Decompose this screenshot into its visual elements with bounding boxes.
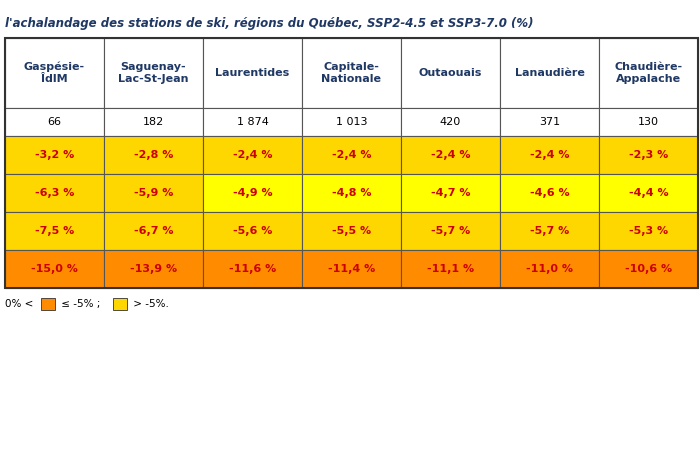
Text: 0% <: 0% < [5, 299, 36, 309]
Bar [500, 250, 599, 288]
Text: 66: 66 [48, 117, 62, 127]
Bar [5, 38, 698, 288]
Bar [500, 136, 599, 174]
Text: -2,4 %: -2,4 % [332, 150, 371, 160]
Bar [599, 38, 698, 108]
Bar [302, 174, 401, 212]
Text: 420: 420 [440, 117, 461, 127]
Bar [599, 136, 698, 174]
Bar [104, 174, 203, 212]
Text: ≤ -5% ;: ≤ -5% ; [58, 299, 100, 309]
Text: -4,4 %: -4,4 % [629, 188, 668, 198]
Bar [599, 174, 698, 212]
Bar [302, 38, 401, 108]
Bar [5, 108, 104, 136]
Text: -15,0 %: -15,0 % [31, 264, 78, 274]
Text: -4,6 %: -4,6 % [530, 188, 569, 198]
Bar [5, 212, 104, 250]
Bar [599, 250, 698, 288]
Bar [401, 38, 500, 108]
Text: Lanaudière: Lanaudière [514, 68, 584, 78]
Bar [203, 38, 302, 108]
Text: -5,5 %: -5,5 % [332, 226, 371, 236]
Bar [599, 212, 698, 250]
Text: Gaspésie-
ÎdlM: Gaspésie- ÎdlM [24, 62, 85, 84]
Bar [599, 108, 698, 136]
Bar [104, 136, 203, 174]
Text: Chaudière-
Appalache: Chaudière- Appalache [615, 62, 682, 84]
Text: -4,9 %: -4,9 % [232, 188, 272, 198]
Bar [500, 174, 599, 212]
Text: Laurentides: Laurentides [216, 68, 290, 78]
Bar [113, 298, 127, 310]
Bar [104, 212, 203, 250]
Text: -4,8 %: -4,8 % [332, 188, 371, 198]
Bar [5, 174, 104, 212]
Bar [401, 136, 500, 174]
Bar [203, 136, 302, 174]
Bar [500, 108, 599, 136]
Text: -2,4 %: -2,4 % [530, 150, 569, 160]
Bar [401, 250, 500, 288]
Text: -5,7 %: -5,7 % [530, 226, 569, 236]
Text: 1 874: 1 874 [237, 117, 268, 127]
Text: Saguenay-
Lac-St-Jean: Saguenay- Lac-St-Jean [118, 62, 189, 84]
Text: -5,7 %: -5,7 % [431, 226, 470, 236]
Text: -5,3 %: -5,3 % [629, 226, 668, 236]
Text: -11,0 %: -11,0 % [526, 264, 573, 274]
Bar [203, 250, 302, 288]
Bar [104, 38, 203, 108]
Bar [302, 212, 401, 250]
Text: -11,6 %: -11,6 % [229, 264, 276, 274]
Bar [401, 174, 500, 212]
Bar [401, 212, 500, 250]
Text: -11,1 %: -11,1 % [427, 264, 474, 274]
Bar [401, 108, 500, 136]
Bar [41, 298, 55, 310]
Text: 1 013: 1 013 [336, 117, 368, 127]
Bar [302, 250, 401, 288]
Text: -11,4 %: -11,4 % [328, 264, 375, 274]
Text: > -5%.: > -5%. [130, 299, 169, 309]
Text: -2,8 %: -2,8 % [134, 150, 173, 160]
Text: 130: 130 [638, 117, 659, 127]
Text: -2,4 %: -2,4 % [430, 150, 470, 160]
Text: -2,3 %: -2,3 % [629, 150, 668, 160]
Bar [104, 108, 203, 136]
Text: -5,6 %: -5,6 % [233, 226, 272, 236]
Bar [500, 212, 599, 250]
Text: -10,6 %: -10,6 % [625, 264, 672, 274]
Bar [104, 250, 203, 288]
Text: 182: 182 [143, 117, 164, 127]
Text: Outaouais: Outaouais [419, 68, 482, 78]
Text: -5,9 %: -5,9 % [134, 188, 173, 198]
Bar [203, 174, 302, 212]
Text: -6,3 %: -6,3 % [35, 188, 74, 198]
Text: -2,4 %: -2,4 % [232, 150, 272, 160]
Bar [5, 38, 104, 108]
Bar [500, 38, 599, 108]
Bar [302, 108, 401, 136]
Text: -13,9 %: -13,9 % [130, 264, 177, 274]
Text: l'achalandage des stations de ski, régions du Québec, SSP2-4.5 et SSP3-7.0 (%): l'achalandage des stations de ski, régio… [5, 17, 533, 30]
Text: -4,7 %: -4,7 % [430, 188, 470, 198]
Text: Capitale-
Nationale: Capitale- Nationale [321, 62, 382, 84]
Bar [5, 136, 104, 174]
Bar [203, 108, 302, 136]
Text: -7,5 %: -7,5 % [35, 226, 74, 236]
Text: -6,7 %: -6,7 % [134, 226, 174, 236]
Bar [5, 250, 104, 288]
Text: 371: 371 [539, 117, 560, 127]
Bar [302, 136, 401, 174]
Bar [203, 212, 302, 250]
Text: -3,2 %: -3,2 % [35, 150, 74, 160]
